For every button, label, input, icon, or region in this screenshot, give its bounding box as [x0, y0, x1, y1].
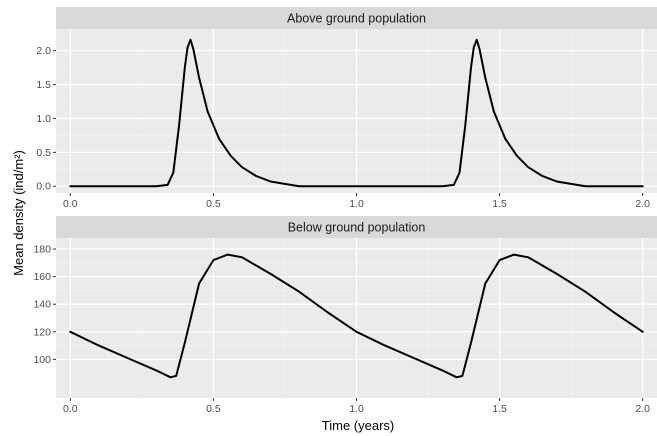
series-layer [69, 38, 644, 188]
series-line [69, 38, 644, 188]
strip-background [56, 216, 657, 238]
strip-background [56, 7, 657, 29]
x-tick-label: 1.5 [492, 198, 507, 210]
tick-layer: 0.0 0.5 1.0 1.5 2.0 100 120 140 160 180 [33, 244, 650, 415]
y-tick-label: 1.5 [36, 79, 51, 91]
x-tick-label: 0.0 [63, 198, 78, 210]
x-tick-label: 1.0 [349, 198, 364, 210]
y-tick-label: 140 [33, 299, 51, 311]
x-tick-label: 0.0 [63, 403, 78, 415]
x-tick-label: 1.5 [492, 403, 507, 415]
grid-lines [56, 238, 657, 398]
y-tick-label: 2.0 [36, 45, 51, 57]
x-axis-title: Time (years) [322, 418, 394, 433]
y-tick-label: 100 [33, 354, 51, 366]
x-tick-label: 0.5 [206, 198, 221, 210]
x-tick-label: 0.5 [206, 403, 221, 415]
panel-below-ground: Below ground population 0.0 0.5 1.0 1.5 2.0 1… [33, 216, 657, 415]
y-tick-label: 1.0 [36, 113, 51, 125]
y-tick-label: 0.5 [36, 147, 51, 159]
y-tick-label: 0.0 [36, 181, 51, 193]
series-layer [69, 253, 644, 379]
y-tick-label: 180 [33, 244, 51, 256]
y-tick-label: 160 [33, 271, 51, 283]
panel-title: Below ground population [288, 221, 426, 235]
x-tick-label: 2.0 [635, 198, 650, 210]
y-axis-title: Mean density (ind/m²) [11, 150, 26, 276]
x-tick-label: 2.0 [635, 403, 650, 415]
panel-title: Above ground population [287, 12, 426, 26]
panel-above-ground: Above ground population 0.0 0.5 1.0 1.5 2.00… [36, 7, 657, 210]
tick-layer: 0.0 0.5 1.0 1.5 2.0 0.0 0.5 1.0 1.5 2.0 [36, 45, 650, 210]
x-tick-label: 1.0 [349, 403, 364, 415]
series-line [69, 253, 644, 379]
y-tick-label: 120 [33, 326, 51, 338]
